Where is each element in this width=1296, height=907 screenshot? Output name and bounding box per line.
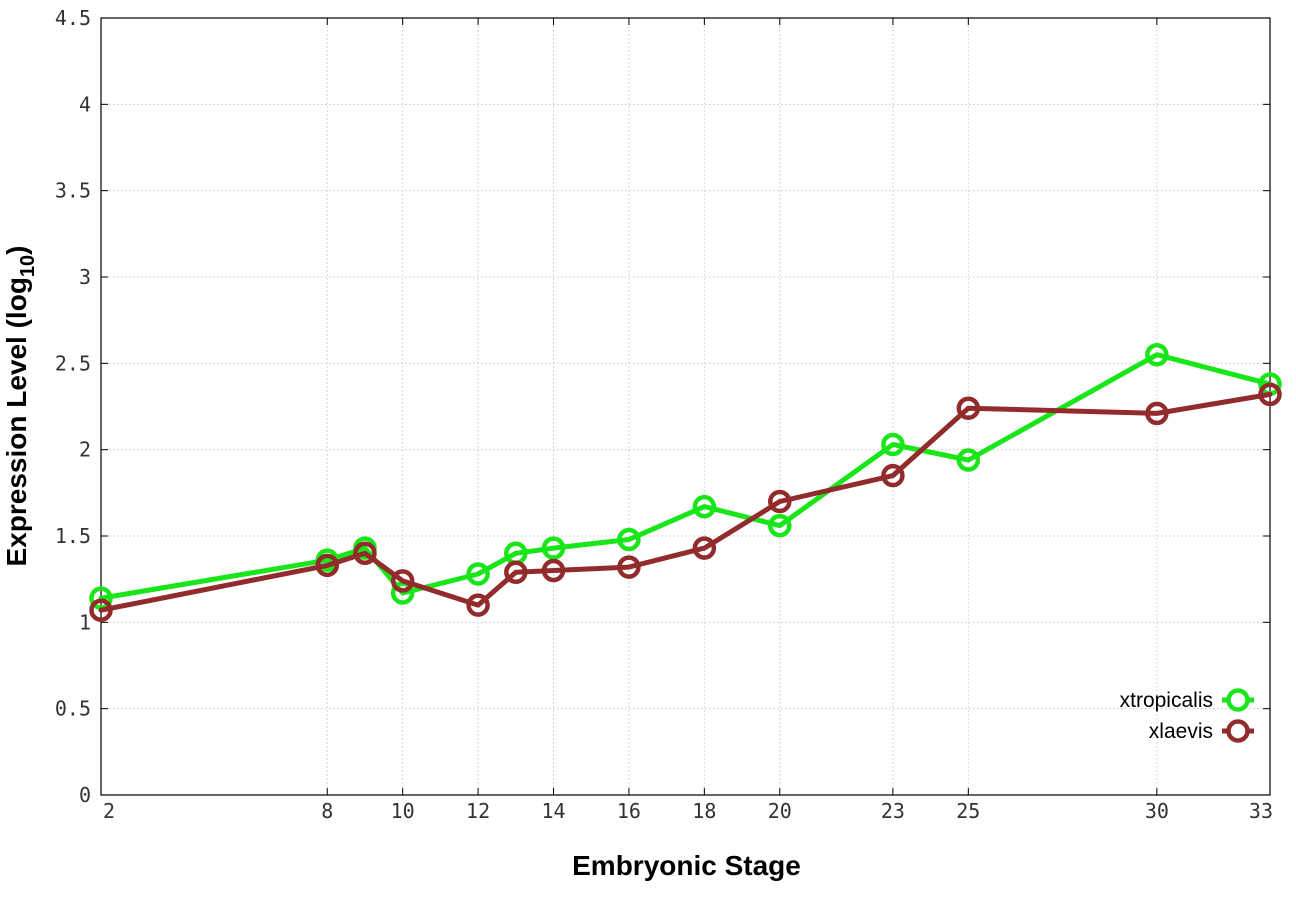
data-point-xtropicalis xyxy=(1145,342,1169,367)
x-tick-label: 2 xyxy=(103,799,115,823)
y-axis-title-suffix: ) xyxy=(1,246,32,255)
x-tick-label: 30 xyxy=(1145,799,1169,823)
legend-entry-xlaevis: xlaevis xyxy=(1149,719,1254,743)
data-point-xtropicalis xyxy=(768,513,792,538)
x-axis-title: Embryonic Stage xyxy=(572,850,801,881)
x-tick-label: 14 xyxy=(541,799,565,823)
data-point-xtropicalis xyxy=(617,527,641,552)
x-tick-label: 25 xyxy=(956,799,980,823)
y-tick-label: 0 xyxy=(79,783,91,807)
data-point-xtropicalis xyxy=(956,448,981,472)
ticks: 0 0.5 1 1.5 2 2.5 3 3.5 4 4.5 2 8 10 12 14 16 18 20 23 25 30… xyxy=(55,6,1273,823)
data-point-xlaevis xyxy=(504,560,528,585)
x-tick-label: 23 xyxy=(881,799,905,823)
data-point-xlaevis xyxy=(315,553,340,578)
y-tick-label: 3.5 xyxy=(55,179,91,203)
data-point-xlaevis xyxy=(541,558,566,583)
data-point-xlaevis xyxy=(881,463,905,488)
y-tick-label: 4 xyxy=(79,92,91,116)
legend-label-xtropicalis: xtropicalis xyxy=(1120,689,1213,712)
legend: xtropicalis xlaevis xyxy=(1120,688,1254,743)
y-tick-label: 1 xyxy=(79,610,91,634)
series xyxy=(89,342,1282,622)
y-tick-label: 3 xyxy=(79,265,91,289)
plot-frame xyxy=(100,17,1271,796)
x-tick-label: 20 xyxy=(768,799,792,823)
data-point-xlaevis xyxy=(390,569,415,593)
y-tick-label: 2 xyxy=(79,438,91,462)
series-xlaevis xyxy=(89,382,1282,622)
data-point-xtropicalis xyxy=(466,562,490,586)
data-point-xtropicalis xyxy=(541,536,566,560)
legend-entry-xtropicalis: xtropicalis xyxy=(1120,688,1254,712)
x-tick-label: 8 xyxy=(321,799,333,823)
legend-marker-xtropicalis xyxy=(1226,688,1250,712)
data-point-xlaevis xyxy=(768,489,792,514)
y-axis-title: Expression Level (log10) xyxy=(1,246,39,567)
legend-marker-xlaevis xyxy=(1226,719,1250,743)
data-point-xlaevis xyxy=(89,598,113,622)
y-axis-title-main: Expression Level (log xyxy=(1,277,32,566)
data-point-xtropicalis xyxy=(881,432,905,457)
x-tick-label: 16 xyxy=(617,799,641,823)
y-tick-label: 1.5 xyxy=(55,524,91,548)
data-point-xtropicalis xyxy=(692,494,717,519)
data-point-xlaevis xyxy=(617,555,641,579)
data-point-xlaevis xyxy=(466,593,490,617)
x-tick-label: 33 xyxy=(1249,799,1273,823)
x-tick-label: 10 xyxy=(391,799,415,823)
legend-label-xlaevis: xlaevis xyxy=(1149,720,1213,743)
y-tick-label: 0.5 xyxy=(55,697,91,721)
data-point-xlaevis xyxy=(1145,401,1169,426)
data-point-xlaevis xyxy=(353,541,377,566)
x-tick-label: 12 xyxy=(466,799,490,823)
grid xyxy=(101,18,1270,795)
x-tick-label: 18 xyxy=(692,799,716,823)
y-tick-label: 4.5 xyxy=(55,6,91,30)
y-axis-title-subscript: 10 xyxy=(17,255,39,277)
data-point-xlaevis xyxy=(956,396,981,420)
data-point-xlaevis xyxy=(692,536,717,560)
y-tick-label: 2.5 xyxy=(55,351,91,375)
data-point-xlaevis xyxy=(1258,382,1282,407)
